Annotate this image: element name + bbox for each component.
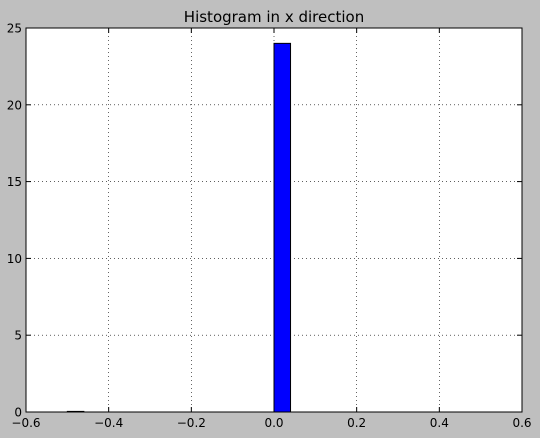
y-tick-label: 5 (14, 329, 22, 343)
x-tick-label: −0.6 (11, 416, 40, 430)
x-tick-label: 0.2 (347, 416, 366, 430)
y-tick-label: 10 (7, 252, 22, 266)
x-tick-labels: −0.6 −0.4 −0.2 0.0 0.2 0.4 0.6 (11, 416, 531, 430)
chart-title: Histogram in x direction (184, 8, 364, 26)
histogram-bar (273, 42, 292, 413)
axis-ticks (25, 27, 523, 413)
y-tick-labels: 0 5 10 15 20 25 (7, 22, 22, 420)
x-tick-label: −0.4 (94, 416, 123, 430)
x-tick-label: −0.2 (177, 416, 206, 430)
y-tick-label: 20 (7, 98, 22, 112)
y-tick-label: 25 (7, 22, 22, 36)
y-tick-label: 0 (14, 406, 22, 420)
x-tick-label: 0.6 (512, 416, 531, 430)
x-tick-label: 0.0 (264, 416, 283, 430)
y-tick-label: 15 (7, 175, 22, 189)
x-tick-label: 0.4 (430, 416, 449, 430)
